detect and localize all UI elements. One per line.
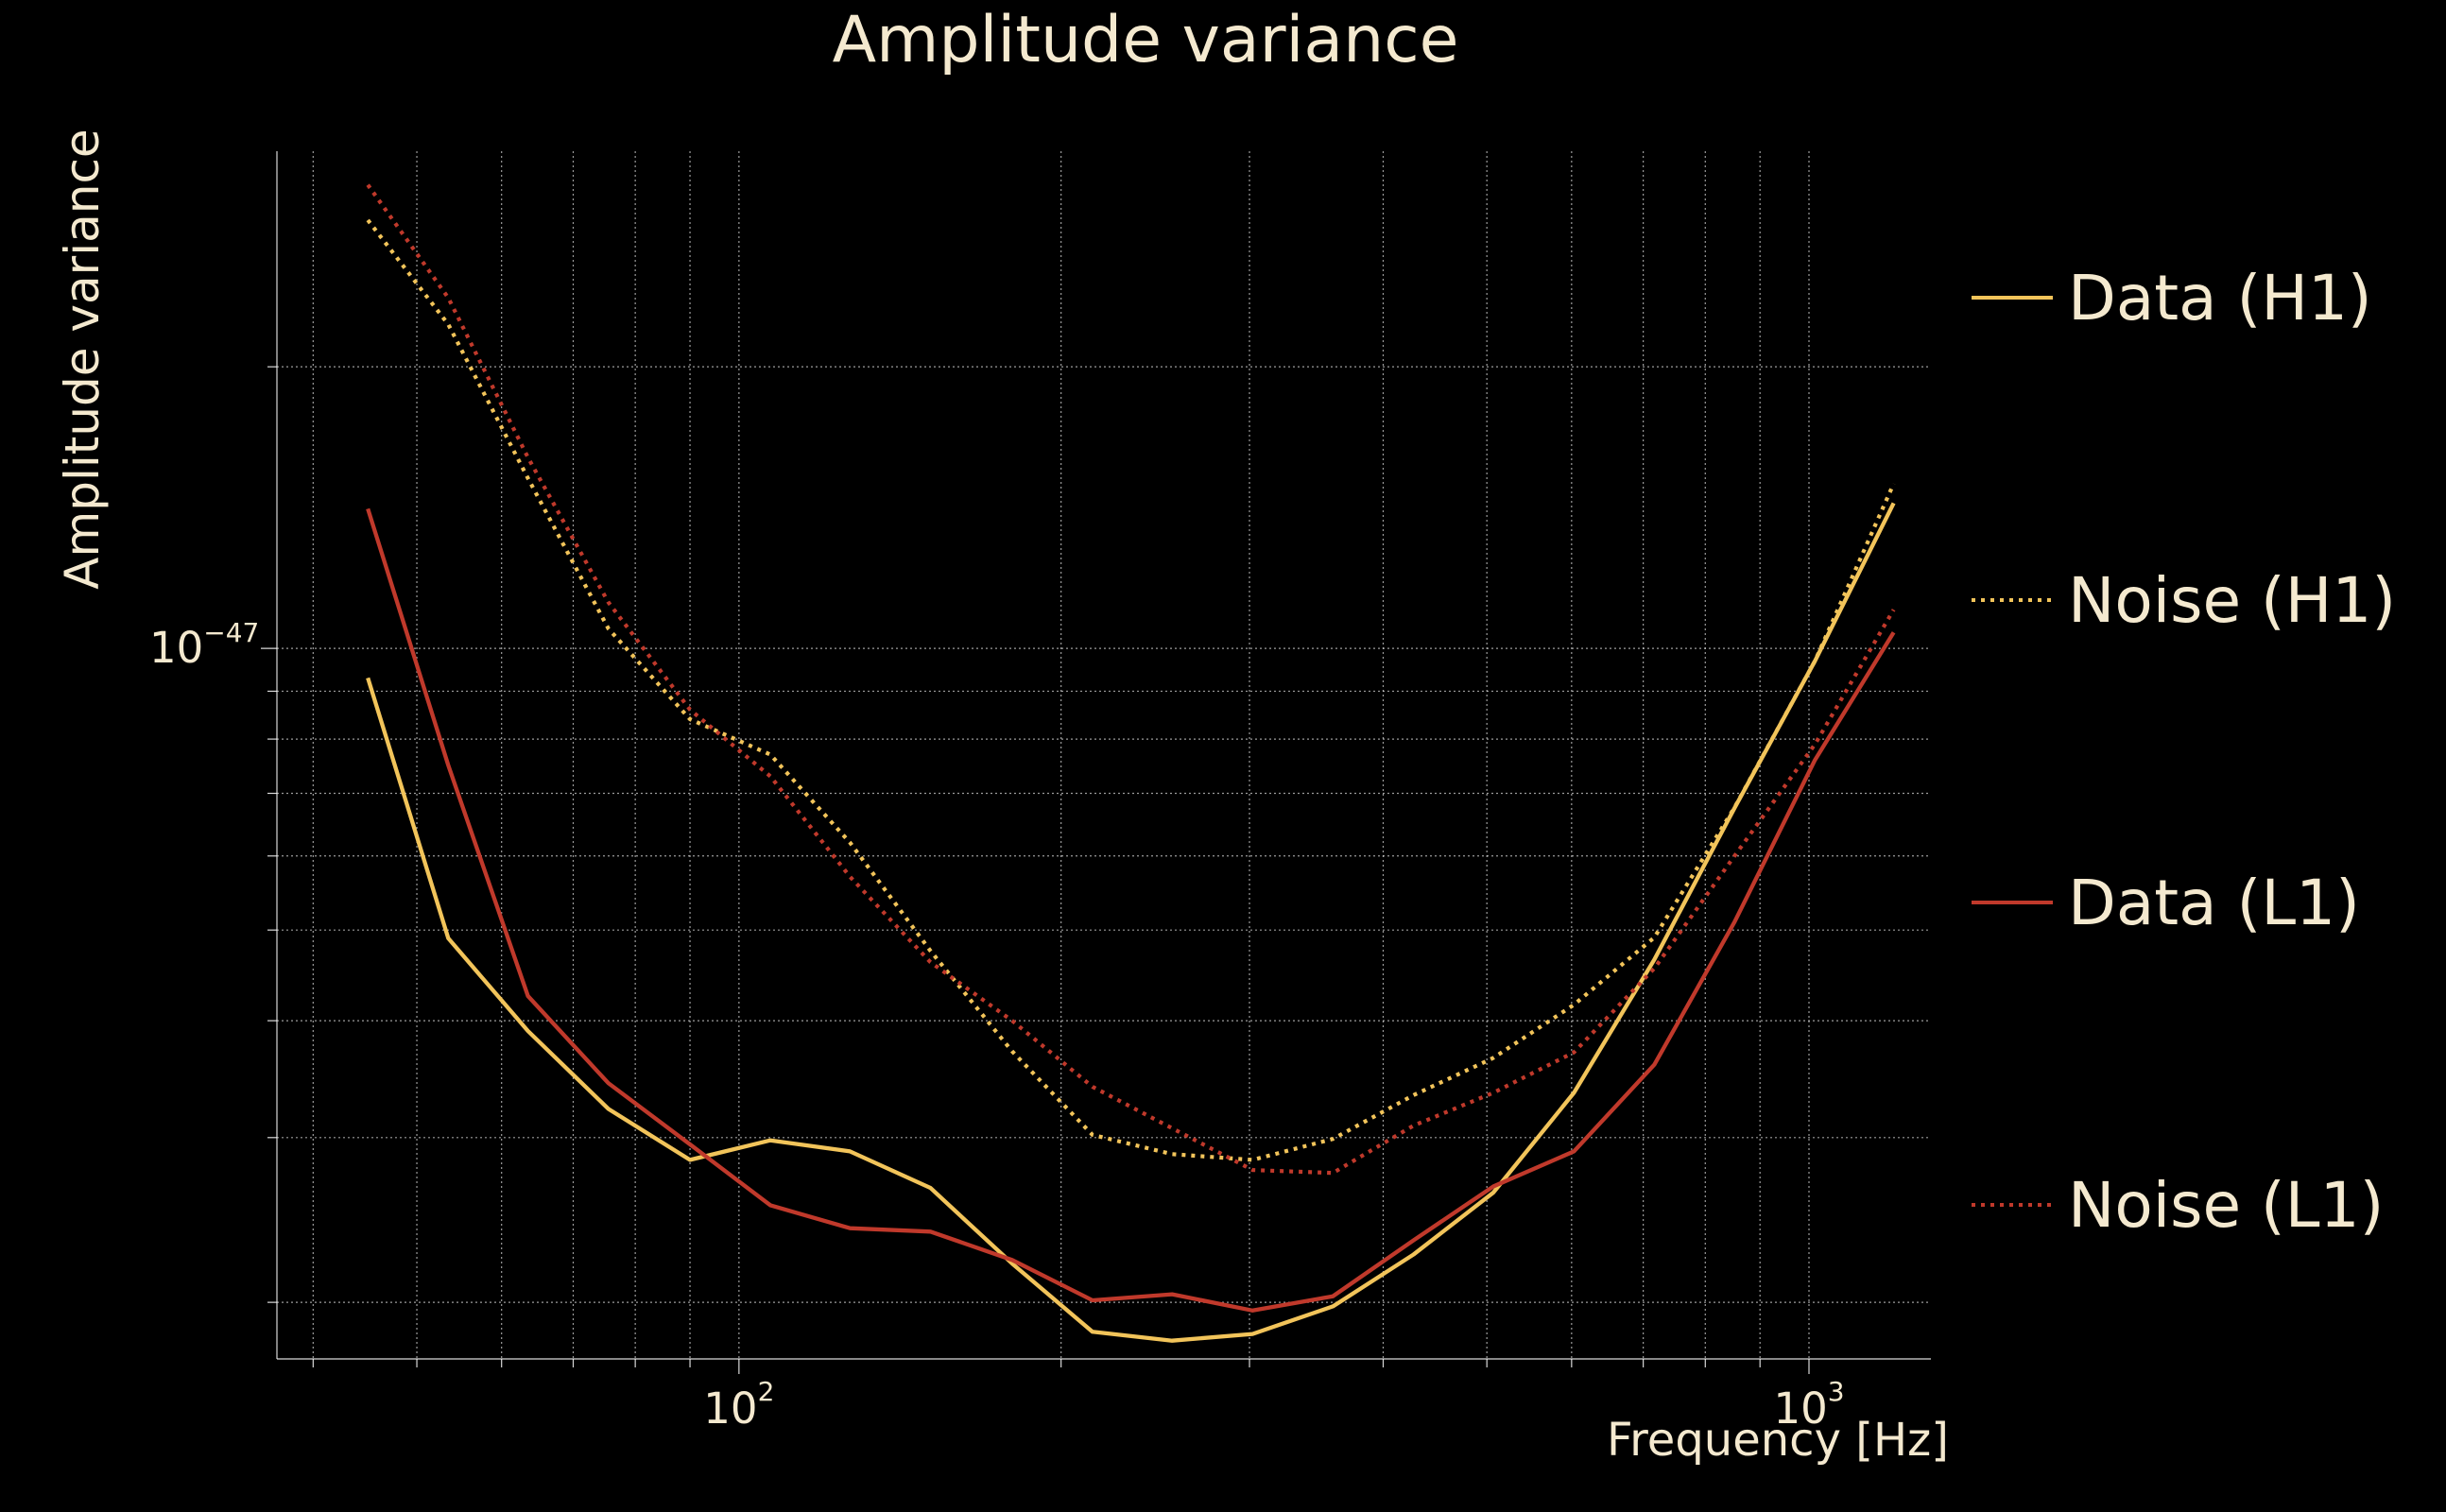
x-axis-label: Frequency [Hz] xyxy=(1607,1414,1949,1467)
x-tick-label: 103 xyxy=(1773,1376,1844,1434)
y-axis-label: Amplitude variance xyxy=(55,129,110,589)
legend-label-data-l1: Data (L1) xyxy=(2068,867,2360,939)
axis-layer xyxy=(261,151,1931,1374)
x-tick-label: 102 xyxy=(703,1376,774,1434)
chart-title: Amplitude variance xyxy=(833,3,1459,77)
legend: Data (H1) Noise (H1) Data (L1) Noise (L1) xyxy=(1972,262,2396,1242)
y-tick-label: 10−47 xyxy=(149,617,259,673)
series-layer xyxy=(366,183,1896,1343)
legend-label-noise-l1: Noise (L1) xyxy=(2068,1169,2384,1242)
legend-label-data-h1: Data (H1) xyxy=(2068,262,2372,335)
legend-label-noise-h1: Noise (H1) xyxy=(2068,564,2396,637)
series-line-data-h1 xyxy=(366,502,1896,1343)
tick-label-layer: 102 103 10−47 xyxy=(149,617,1845,1434)
grid-layer xyxy=(277,151,1931,1359)
series-line-data-l1 xyxy=(366,507,1896,1313)
